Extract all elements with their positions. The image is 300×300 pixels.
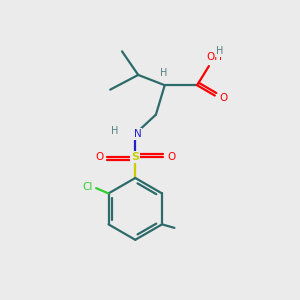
Text: Cl: Cl xyxy=(83,182,93,192)
Text: N: N xyxy=(134,129,142,139)
Text: O: O xyxy=(167,152,175,162)
Text: H: H xyxy=(160,68,167,78)
Text: OH: OH xyxy=(206,52,222,62)
Text: O: O xyxy=(95,152,103,162)
Text: H: H xyxy=(215,46,223,56)
Text: H: H xyxy=(111,126,118,136)
Text: O: O xyxy=(219,93,227,103)
Text: S: S xyxy=(131,152,139,162)
